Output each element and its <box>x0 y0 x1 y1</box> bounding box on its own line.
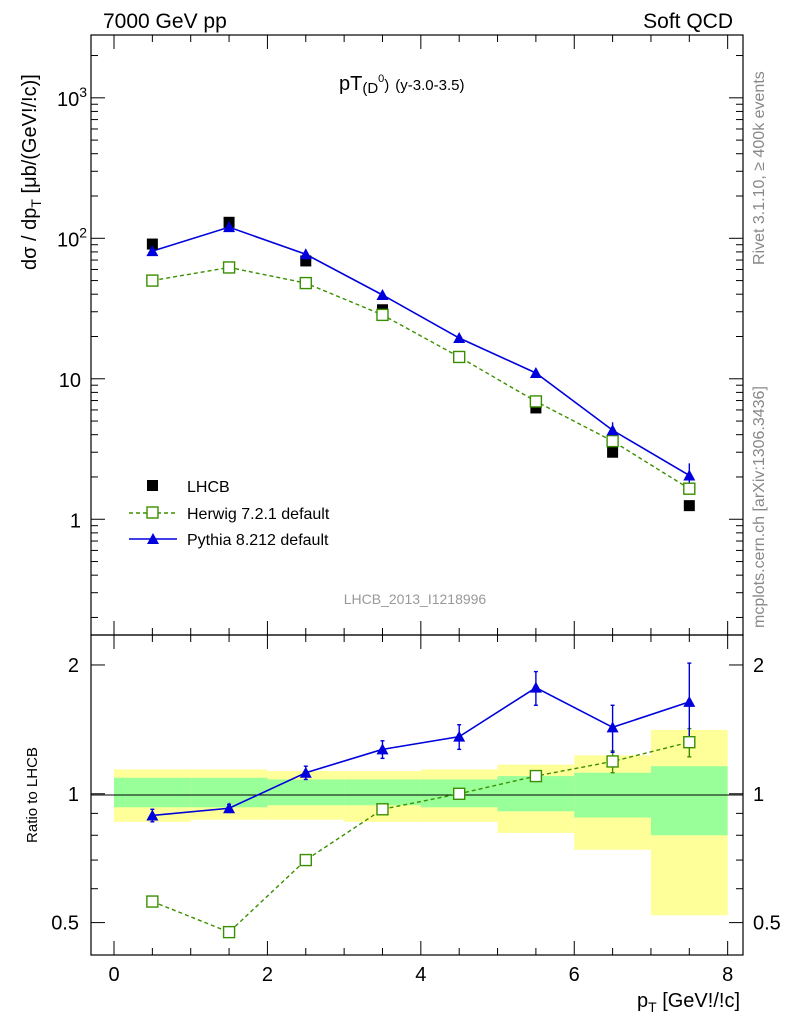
analysis-watermark: LHCB_2013_I1218996 <box>344 591 487 607</box>
ylabel-main: dσ / dp <box>19 208 41 270</box>
ratio-y-axis-label: Ratio to LHCB <box>24 747 41 843</box>
herwig-point <box>376 308 389 322</box>
pythia-point <box>606 424 619 436</box>
herwig-ratio-point <box>376 803 389 816</box>
main-y-tick-label: 10 <box>59 370 81 392</box>
herwig-ratio-point <box>606 755 619 768</box>
x-tick-label: 2 <box>262 964 273 986</box>
herwig-point <box>529 395 543 408</box>
pythia-line <box>152 226 690 477</box>
xlabel-main: p <box>637 990 648 1012</box>
herwig-ratio-point <box>683 735 696 749</box>
herwig-point <box>299 276 312 290</box>
pythia-point <box>299 248 312 260</box>
title-sub-end: ) <box>384 77 389 94</box>
herwig-point <box>683 482 696 495</box>
legend-marker-pythia <box>147 533 159 544</box>
lhcb-point <box>146 238 158 250</box>
ratio-bands <box>114 729 728 916</box>
pythia-ratio-point <box>453 730 466 742</box>
ratio-frame <box>90 634 744 956</box>
ratio-y-tick-label-left: 1 <box>68 784 79 806</box>
legend-marker-lhcb <box>147 480 158 491</box>
lhcb-point <box>607 446 619 458</box>
ratio-marks <box>146 662 696 939</box>
mcplots-label: mcplots.cern.ch [arXiv:1306.3436] <box>751 386 768 628</box>
pythia-ratio-point <box>146 809 159 821</box>
pythia-ratio-point <box>683 695 696 707</box>
ratio-y-tick-label-right: 1 <box>753 784 764 806</box>
legend-marker-herwig <box>146 506 159 519</box>
herwig-line <box>152 266 690 490</box>
pythia-point <box>223 221 236 233</box>
xlabel-tail: [GeV!/!c] <box>657 990 740 1012</box>
x-tick-label: 0 <box>108 964 119 986</box>
ratio-panel: 0.5 0.5 1 1 2 2 0 2 4 6 8 Ratio to LHCB pT [GeV!/… <box>24 634 781 1015</box>
pythia-ratio-point <box>376 743 389 755</box>
ratio-x-tick-labels: 0 2 4 6 8 <box>108 964 733 986</box>
herwig-ratio-line <box>152 741 690 933</box>
energy-label: 7000 GeV pp <box>103 10 227 33</box>
pythia-ratio-point <box>529 681 542 693</box>
pythia-ratio-point <box>223 802 236 814</box>
x-tick-label: 4 <box>415 964 426 986</box>
xlabel-sub: T <box>648 999 657 1015</box>
pythia-ratio-point <box>606 721 619 733</box>
pythia-ratio-line <box>152 686 690 817</box>
x-axis-label: pT [GeV!/!c] <box>637 990 740 1015</box>
ratio-stat-uncertainty-band <box>650 766 728 836</box>
herwig-ratio-point <box>299 853 312 867</box>
legend-label-herwig: Herwig 7.2.1 default <box>187 506 330 523</box>
main-y-tick-label: 1 <box>70 510 81 532</box>
main-y-tick-label: 102 <box>57 224 87 251</box>
herwig-point <box>606 434 619 448</box>
herwig-ratio-point <box>146 895 159 908</box>
ylabel-tail: [μb/(GeV!/!c)] <box>19 74 41 199</box>
herwig-ratio-point <box>529 769 543 783</box>
process-label: Soft QCD <box>643 10 733 33</box>
herwig-ratio-point <box>452 787 466 800</box>
main-y-tick-label: 103 <box>57 84 87 111</box>
title-sup: 0 <box>378 73 384 85</box>
ratio-y-tick-label-left: 2 <box>68 655 79 677</box>
herwig-point <box>452 350 466 364</box>
main-y-tick-labels: 1 10 102 103 <box>57 84 87 532</box>
ratio-stat-uncertainty-band <box>267 779 345 806</box>
herwig-point <box>146 274 159 287</box>
main-y-axis-label: dσ / dpT [μb/(GeV!/!c)] <box>19 74 44 270</box>
ylabel-sub: T <box>28 199 44 208</box>
title-tail: (y-3.0-3.5) <box>395 77 464 94</box>
herwig-point <box>222 261 236 274</box>
x-tick-label: 8 <box>722 964 733 986</box>
ratio-stat-uncertainty-band <box>344 779 421 806</box>
pythia-point <box>683 469 696 481</box>
ratio-ticks <box>91 635 743 955</box>
rivet-label: Rivet 3.1.10, ≥ 400k events <box>751 71 768 265</box>
title-main: pT <box>339 73 362 95</box>
lhcb-point <box>683 500 695 512</box>
pythia-point <box>376 288 389 300</box>
ratio-y-tick-label-right: 2 <box>753 655 764 677</box>
chart-title: pT(D0) (y-3.0-3.5) <box>339 73 464 97</box>
legend: LHCB Herwig 7.2.1 default Pythia 8.212 d… <box>129 479 330 549</box>
ratio-y-tick-label-left: 0.5 <box>51 913 79 935</box>
herwig-ratio-point <box>222 925 236 939</box>
pythia-ratio-point <box>299 766 312 778</box>
main-marks <box>146 216 696 512</box>
legend-label-pythia: Pythia 8.212 default <box>187 532 329 549</box>
pythia-point <box>146 245 159 257</box>
ratio-stat-uncertainty-band <box>114 777 191 808</box>
ratio-y-tick-label-right: 0.5 <box>753 913 781 935</box>
main-panel: 1 10 102 103 pT(D0) (y-3.0-3.5) dσ / dpT [μb… <box>19 34 744 636</box>
lhcb-point <box>300 255 312 267</box>
main-ticks <box>91 35 743 635</box>
lhcb-point <box>530 402 542 414</box>
pythia-point <box>529 366 542 378</box>
pythia-point <box>453 332 466 344</box>
legend-label-lhcb: LHCB <box>187 479 230 496</box>
title-sub: (D <box>362 80 378 97</box>
x-tick-label: 6 <box>569 964 580 986</box>
ratio-y-tick-labels: 0.5 0.5 1 1 2 2 <box>51 655 781 935</box>
